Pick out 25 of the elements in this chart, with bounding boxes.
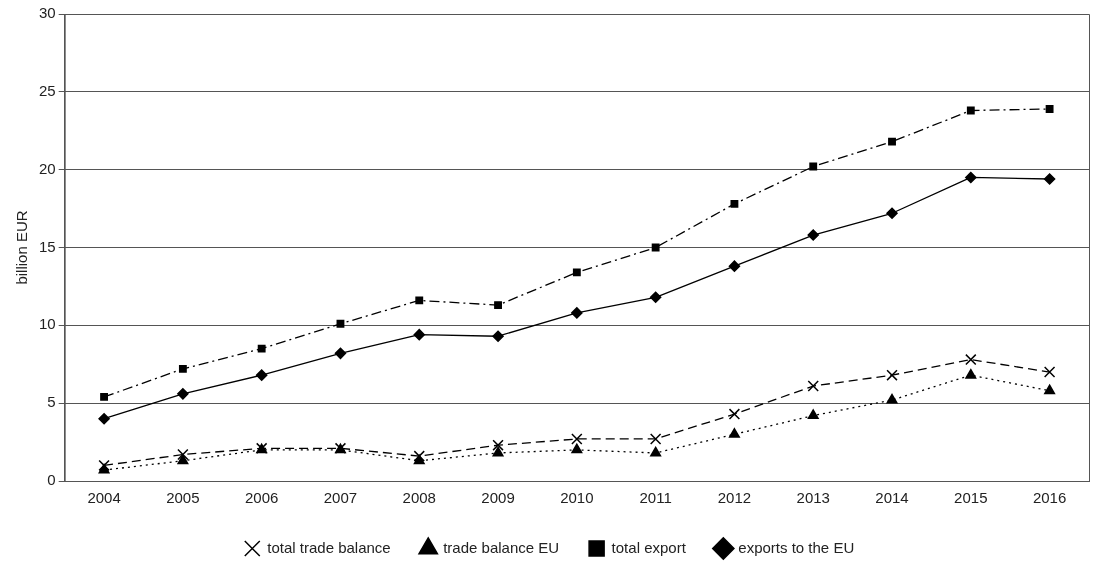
x-tick-label: 2005 <box>166 489 200 507</box>
legend-label: total trade balance <box>267 538 391 556</box>
y-tick-label: 10 <box>39 315 56 333</box>
x-tick-label: 2014 <box>875 489 909 507</box>
x-tick-label: 2016 <box>1032 489 1067 507</box>
x-tick-label: 2007 <box>323 489 358 507</box>
x-tick-label: 2011 <box>639 489 672 507</box>
x-tick-label: 2010 <box>560 489 594 507</box>
x-tick-label: 2013 <box>796 489 830 507</box>
x-tick-label: 2009 <box>481 489 515 507</box>
y-tick-label: 20 <box>39 159 56 177</box>
x-tick-label: 2008 <box>402 489 436 507</box>
x-tick-label: 2004 <box>87 489 121 507</box>
legend-label: exports to the EU <box>738 538 855 556</box>
y-tick-label: 0 <box>47 471 56 489</box>
x-tick-label: 2012 <box>717 489 752 507</box>
y-tick-label: 30 <box>39 4 56 22</box>
y-tick-label: 5 <box>47 393 56 411</box>
y-tick-label: 25 <box>39 81 56 99</box>
y-axis-title: billion EUR <box>13 210 31 285</box>
x-tick-label: 2006 <box>244 489 279 507</box>
legend-label: total export <box>611 538 687 556</box>
legend-label: trade balance EU <box>443 538 560 556</box>
y-tick-label: 15 <box>39 237 56 255</box>
x-tick-label: 2015 <box>954 489 988 507</box>
